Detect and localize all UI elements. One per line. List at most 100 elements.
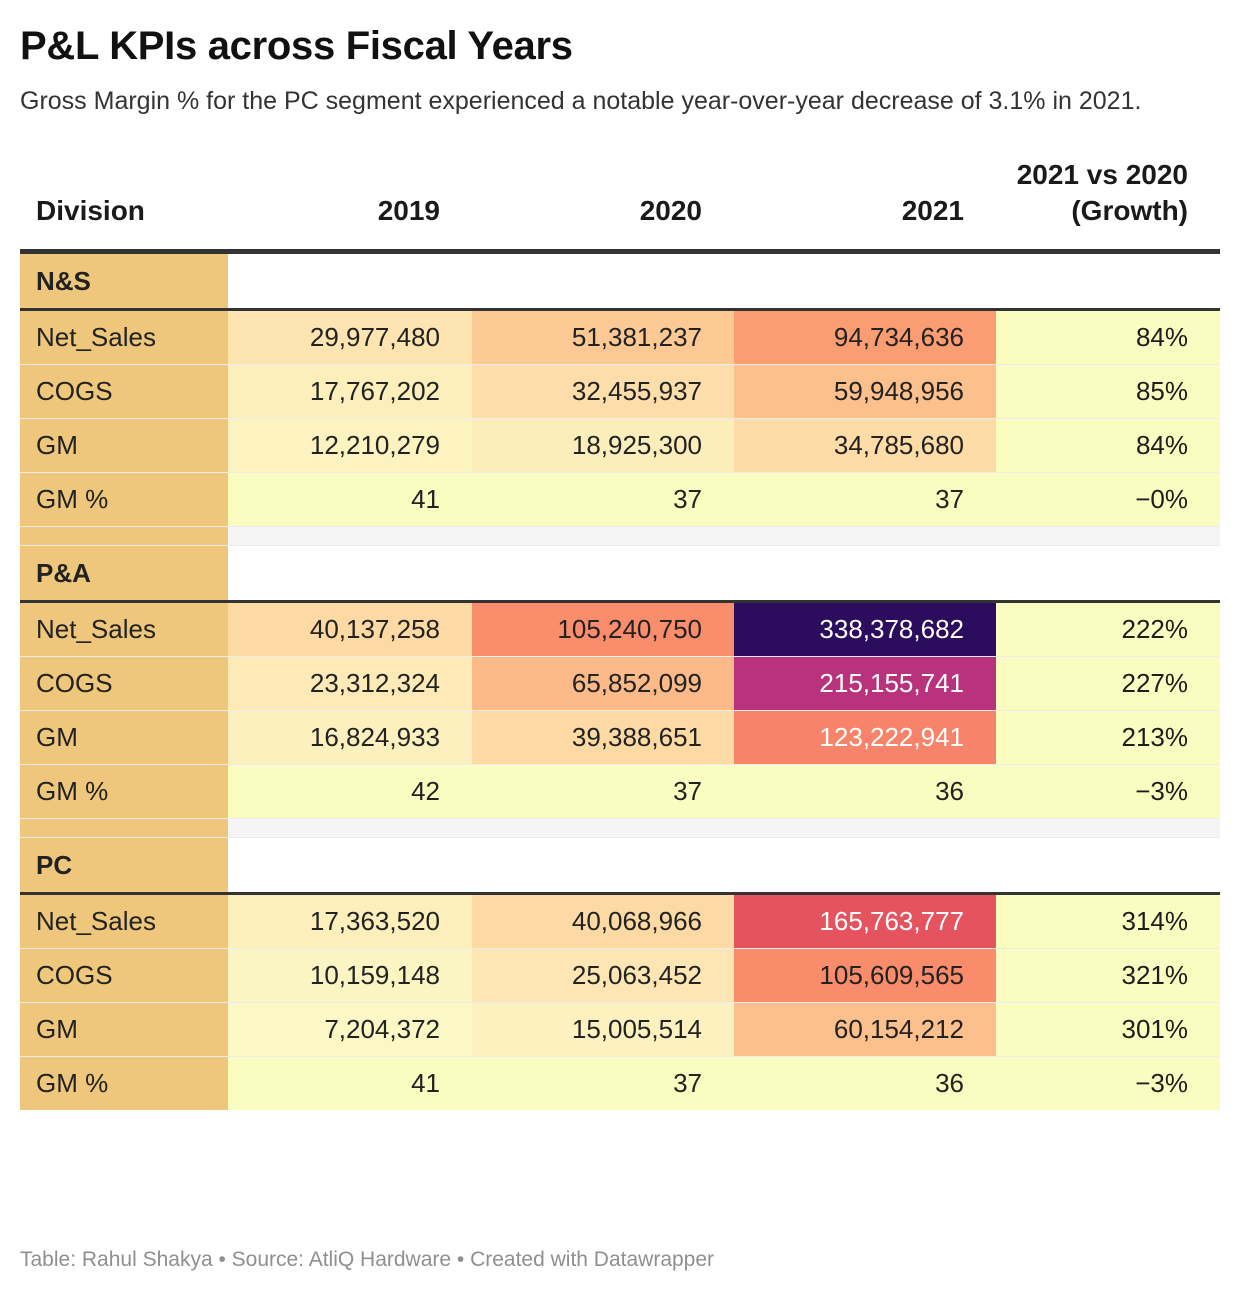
row-label: COGS	[20, 656, 228, 711]
column-header: 2021	[734, 157, 996, 254]
column-header: 2020	[472, 157, 734, 254]
spacer-cell	[472, 818, 734, 838]
page-title: P&L KPIs across Fiscal Years	[20, 24, 573, 68]
value-cell: 51,381,237	[472, 309, 734, 365]
row-label: GM %	[20, 764, 228, 819]
column-header: Division	[20, 157, 228, 254]
growth-cell: 84%	[996, 309, 1220, 365]
group-row: P&A	[20, 545, 1220, 603]
row-label: GM	[20, 418, 228, 473]
row-label: GM %	[20, 472, 228, 527]
spacer-cell	[734, 526, 996, 546]
value-cell: 37	[472, 472, 734, 527]
value-cell: 94,734,636	[734, 309, 996, 365]
spacer-cell	[996, 818, 1220, 838]
spacer-cell	[228, 818, 472, 838]
value-cell: 40,137,258	[228, 601, 472, 657]
value-cell: 215,155,741	[734, 656, 996, 711]
group-header-blank	[228, 251, 1220, 311]
value-cell: 42	[228, 764, 472, 819]
spacer-cell	[228, 526, 472, 546]
table-row: Net_Sales 40,137,258 105,240,750 338,378,68…	[20, 601, 1220, 657]
footer-credit: Table: Rahul Shakya • Source: AtliQ Hard…	[20, 1248, 715, 1271]
table-row: GM % 42 37 36 −3%	[20, 764, 1220, 819]
growth-cell: −0%	[996, 472, 1220, 527]
value-cell: 105,609,565	[734, 948, 996, 1003]
row-label: Net_Sales	[20, 893, 228, 949]
value-cell: 32,455,937	[472, 364, 734, 419]
table-row: COGS 10,159,148 25,063,452 105,609,565 321%	[20, 948, 1220, 1003]
value-cell: 7,204,372	[228, 1002, 472, 1057]
value-cell: 41	[228, 1056, 472, 1110]
row-label: Net_Sales	[20, 601, 228, 657]
table-row: GM 12,210,279 18,925,300 34,785,680 84%	[20, 418, 1220, 473]
value-cell: 17,363,520	[228, 893, 472, 949]
spacer-cell	[472, 526, 734, 546]
table-row: Net_Sales 17,363,520 40,068,966 165,763,777…	[20, 893, 1220, 949]
table-chart: P&L KPIs across Fiscal Years Gross Margi…	[20, 18, 1220, 1110]
value-cell: 18,925,300	[472, 418, 734, 473]
group-header-blank	[228, 837, 1220, 895]
value-cell: 105,240,750	[472, 601, 734, 657]
value-cell: 12,210,279	[228, 418, 472, 473]
value-cell: 37	[472, 1056, 734, 1110]
table-row: COGS 23,312,324 65,852,099 215,155,741 227%	[20, 656, 1220, 711]
row-label: Net_Sales	[20, 309, 228, 365]
value-cell: 60,154,212	[734, 1002, 996, 1057]
growth-cell: −3%	[996, 1056, 1220, 1110]
growth-cell: −3%	[996, 764, 1220, 819]
value-cell: 29,977,480	[228, 309, 472, 365]
growth-cell: 321%	[996, 948, 1220, 1003]
row-label: GM	[20, 710, 228, 765]
value-cell: 37	[734, 472, 996, 527]
group-row: N&S	[20, 251, 1220, 311]
spacer-cell	[996, 526, 1220, 546]
value-cell: 123,222,941	[734, 710, 996, 765]
growth-cell: 85%	[996, 364, 1220, 419]
page-subtitle: Gross Margin % for the PC segment experi…	[20, 87, 1142, 115]
growth-cell: 84%	[996, 418, 1220, 473]
table-body: N&S Net_Sales 29,977,480 51,381,237 94,734,6…	[20, 251, 1220, 1110]
value-cell: 36	[734, 1056, 996, 1110]
column-header: 2019	[228, 157, 472, 254]
table-row: GM 16,824,933 39,388,651 123,222,941 213%	[20, 710, 1220, 765]
row-label: COGS	[20, 364, 228, 419]
table-header: Division 2019 2020 2021 2021 vs 2020 (Growth…	[20, 157, 1220, 254]
group-spacer	[20, 818, 1220, 838]
value-cell: 16,824,933	[228, 710, 472, 765]
growth-cell: 227%	[996, 656, 1220, 711]
group-label: PC	[20, 837, 228, 895]
spacer-cell	[20, 818, 228, 838]
table-row: COGS 17,767,202 32,455,937 59,948,956 85%	[20, 364, 1220, 419]
table-row: GM % 41 37 36 −3%	[20, 1056, 1220, 1110]
group-label: N&S	[20, 251, 228, 311]
growth-cell: 314%	[996, 893, 1220, 949]
row-label: GM %	[20, 1056, 228, 1110]
growth-cell: 213%	[996, 710, 1220, 765]
table-row: Net_Sales 29,977,480 51,381,237 94,734,636 8…	[20, 309, 1220, 365]
value-cell: 17,767,202	[228, 364, 472, 419]
group-label: P&A	[20, 545, 228, 603]
group-spacer	[20, 526, 1220, 546]
value-cell: 10,159,148	[228, 948, 472, 1003]
value-cell: 59,948,956	[734, 364, 996, 419]
growth-cell: 222%	[996, 601, 1220, 657]
table-row: GM 7,204,372 15,005,514 60,154,212 301%	[20, 1002, 1220, 1057]
value-cell: 15,005,514	[472, 1002, 734, 1057]
column-header: 2021 vs 2020 (Growth)	[996, 157, 1220, 254]
value-cell: 34,785,680	[734, 418, 996, 473]
value-cell: 338,378,682	[734, 601, 996, 657]
table-row: GM % 41 37 37 −0%	[20, 472, 1220, 527]
kpi-table: Division 2019 2020 2021 2021 vs 2020 (Growth…	[20, 157, 1220, 1110]
group-header-blank	[228, 545, 1220, 603]
value-cell: 165,763,777	[734, 893, 996, 949]
value-cell: 65,852,099	[472, 656, 734, 711]
value-cell: 36	[734, 764, 996, 819]
value-cell: 40,068,966	[472, 893, 734, 949]
group-row: PC	[20, 837, 1220, 895]
value-cell: 37	[472, 764, 734, 819]
spacer-cell	[734, 818, 996, 838]
row-label: GM	[20, 1002, 228, 1057]
value-cell: 41	[228, 472, 472, 527]
row-label: COGS	[20, 948, 228, 1003]
